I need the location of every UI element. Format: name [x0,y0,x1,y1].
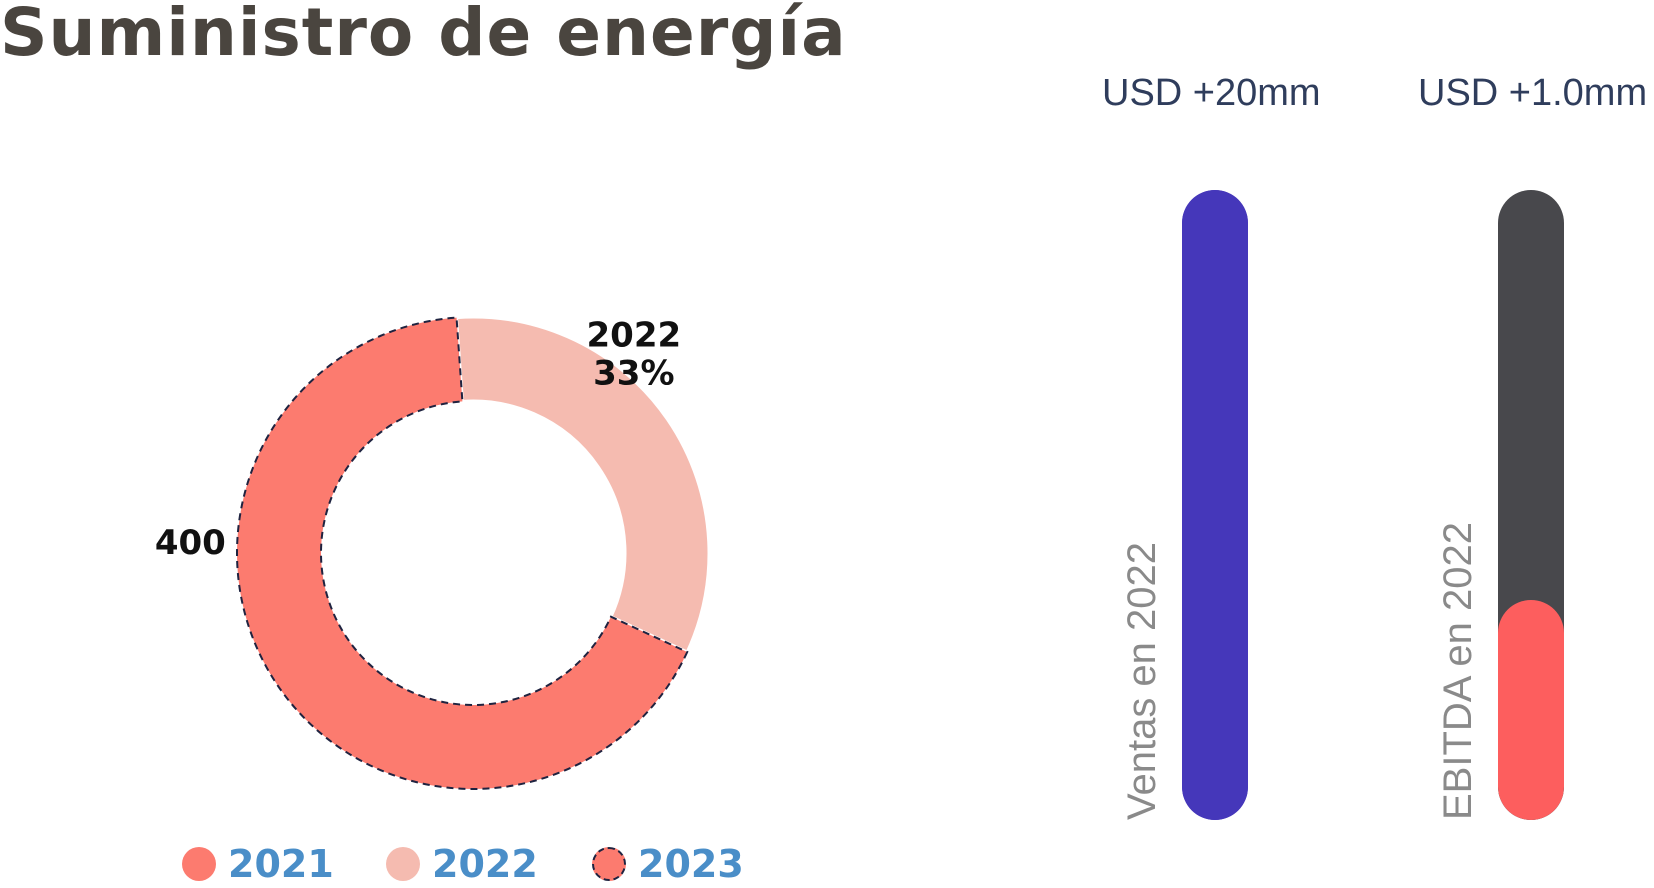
donut-label-2023-value: 400 [155,523,226,563]
legend-swatch-2023 [592,847,626,881]
donut-label-2022: 2022 33% [587,315,682,393]
donut-chart: 2022 33% 400 [155,315,711,790]
legend-item-2022: 2022 [386,842,538,886]
ebitda-headline: USD +1.0mm [1418,72,1648,114]
page-title: Suministro de energía [0,0,847,71]
legend-label-2023: 2023 [638,842,744,886]
donut-label-2022-series: 2022 [587,315,682,355]
donut-slices [236,315,711,790]
legend-swatch-2022 [386,847,420,881]
legend-item-2023: 2023 [592,842,744,886]
ebitda-bar-fill [1498,599,1564,820]
ebitda-bar-track [1498,190,1564,820]
donut-labels: 2022 33% 400 [155,315,681,562]
legend-label-2021: 2021 [228,842,334,886]
ventas-label: Ventas en 2022 [1120,541,1164,820]
ventas-bar-fill [1182,190,1248,820]
ebitda-label: EBITDA en 2022 [1436,522,1480,820]
donut-slice-2023 [236,316,689,790]
legend-swatch-2021 [182,847,216,881]
ventas-bar-track [1182,190,1248,820]
ventas-headline: USD +20mm [1102,72,1321,114]
donut-label-2022-percent: 33% [593,353,674,393]
legend-item-2021: 2021 [182,842,334,886]
legend-label-2022: 2022 [432,842,538,886]
donut-slice-2022 [454,315,711,654]
